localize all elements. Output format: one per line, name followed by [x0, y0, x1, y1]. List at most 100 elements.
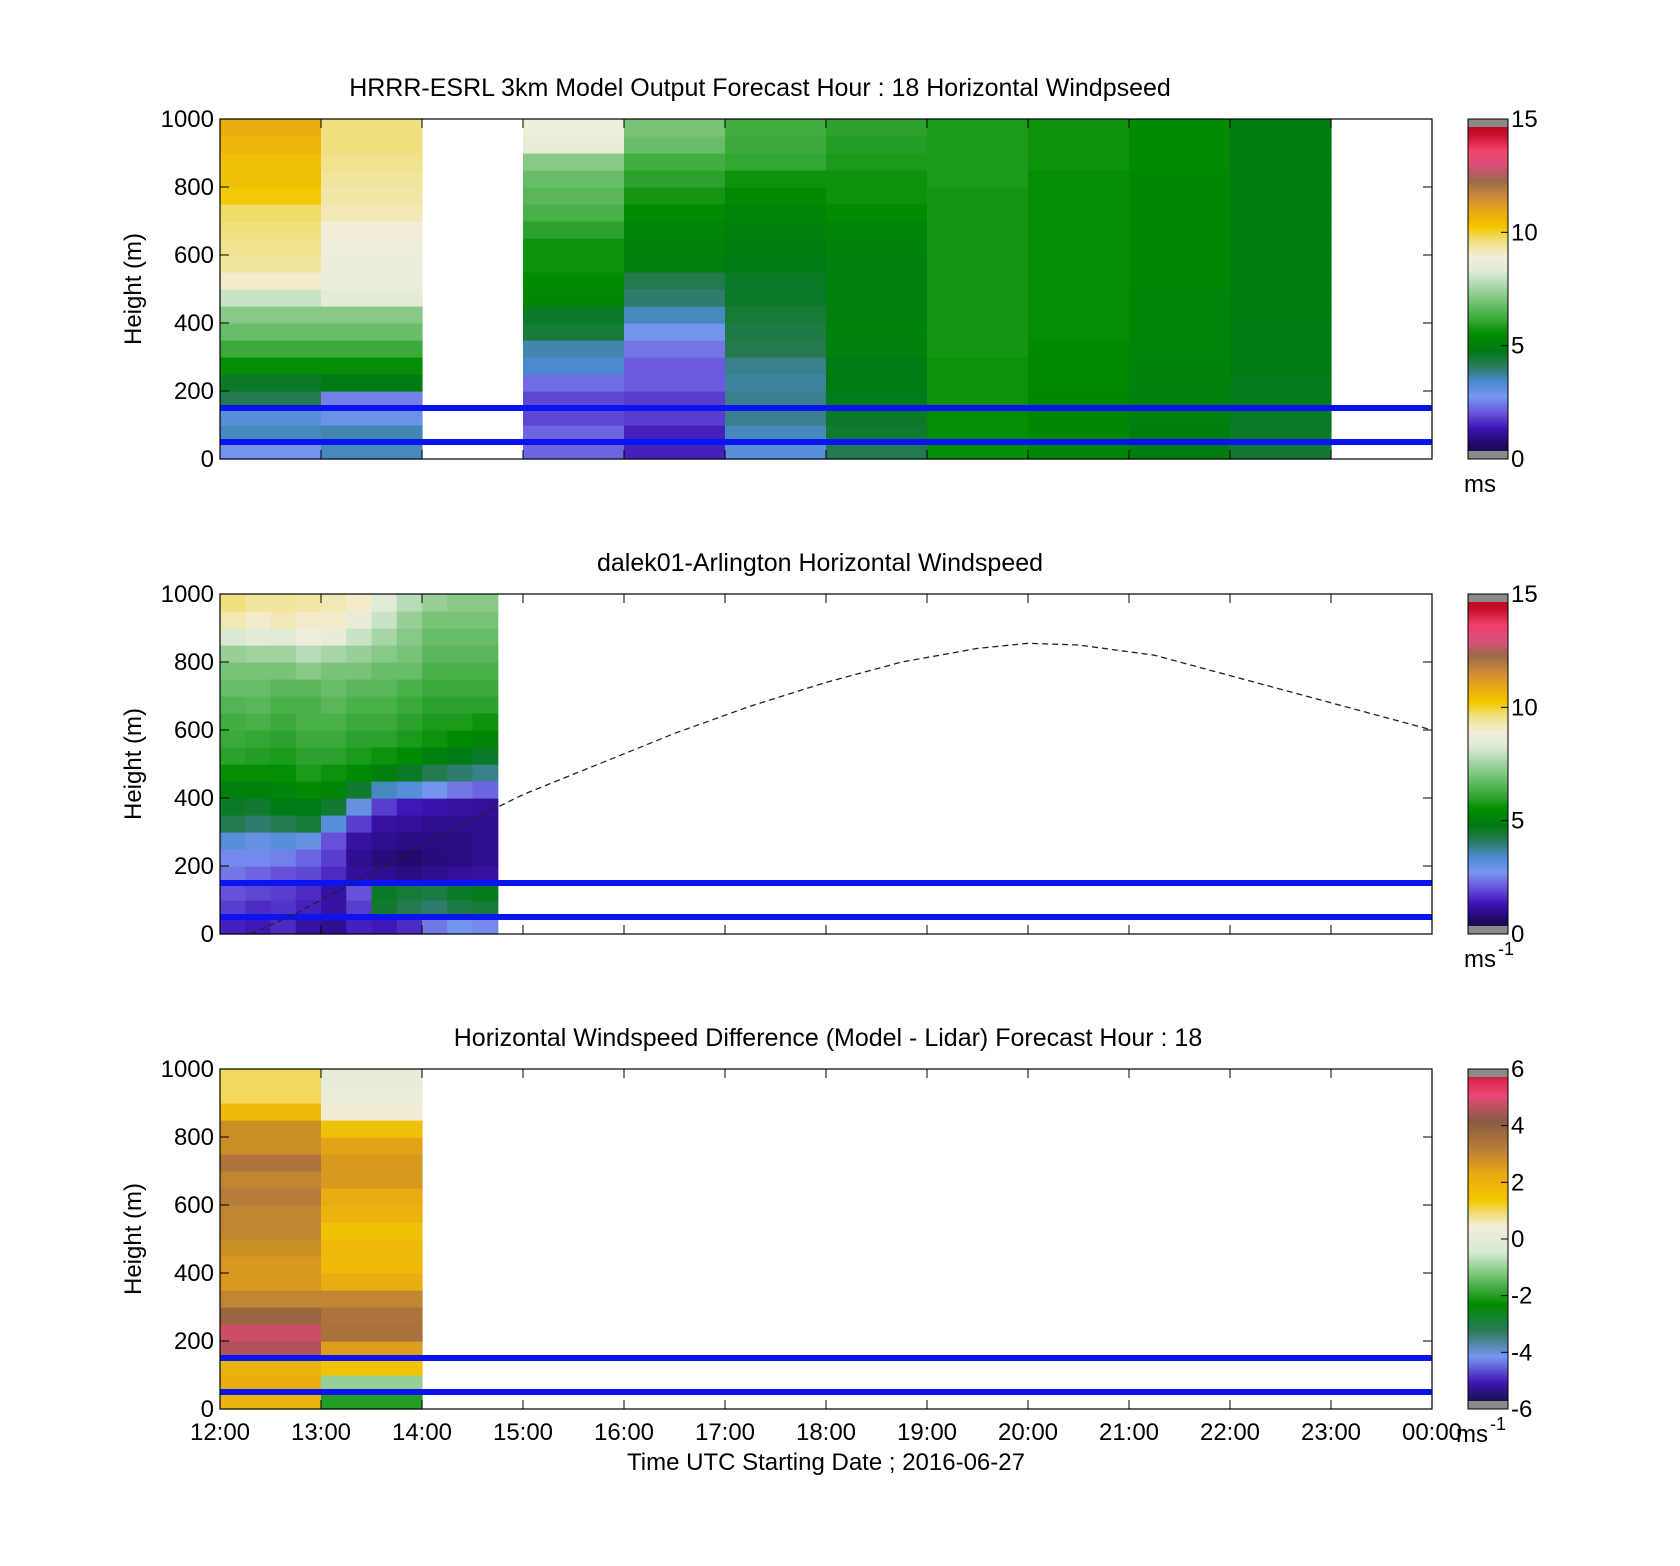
heatmap-cell [396, 645, 423, 663]
heatmap-cell [523, 340, 625, 358]
heatmap-cell [220, 425, 322, 443]
heatmap-cell [472, 764, 499, 782]
heatmap-cell [447, 849, 474, 867]
heatmap-cell [396, 662, 423, 680]
heatmap-cell [396, 594, 423, 612]
heatmap-cell [624, 153, 726, 171]
heatmap-cell [270, 611, 297, 629]
heatmap-cell [927, 357, 1029, 375]
heatmap-cell [927, 272, 1029, 290]
y-tick-label: 600 [174, 1192, 214, 1219]
heatmap-cell [220, 662, 246, 680]
heatmap-cell [245, 662, 272, 680]
heatmap-cell [321, 1358, 423, 1376]
heatmap-cell [927, 374, 1029, 392]
heatmap-cells [220, 119, 1332, 460]
heatmap-cell [523, 272, 625, 290]
heatmap-cell [523, 374, 625, 392]
heatmap-cell [220, 900, 246, 918]
heatmap-cell [321, 645, 347, 663]
heatmap-cell [396, 696, 423, 714]
colorbar: -6 -4 -2 0 2 4 6 ms -1 [1456, 1056, 1532, 1448]
heatmap-cell [1028, 391, 1130, 409]
heatmap-cell [321, 1120, 423, 1138]
heatmap-cell [270, 662, 297, 680]
heatmap-cell [321, 340, 423, 358]
heatmap-cell [472, 747, 499, 765]
heatmap-cell [346, 781, 373, 799]
colorbar-tick-label: 5 [1511, 808, 1524, 835]
x-tick-label: 16:00 [594, 1419, 654, 1446]
heatmap-cell [472, 798, 499, 816]
heatmap-cell [523, 408, 625, 426]
heatmap-cell [245, 815, 272, 833]
heatmap-cell [245, 628, 272, 646]
heatmap-cell [295, 917, 322, 935]
x-tick-label: 22:00 [1200, 1419, 1260, 1446]
x-axis-label: Time UTC Starting Date ; 2016-06-27 [627, 1449, 1025, 1476]
heatmap-cell [220, 204, 322, 222]
heatmap-cell [220, 1324, 322, 1342]
heatmap-cell [321, 408, 423, 426]
heatmap-cell [321, 1171, 423, 1189]
heatmap-cell [321, 272, 423, 290]
x-tick-label: 23:00 [1301, 1419, 1361, 1446]
heatmap-cell [1230, 170, 1332, 188]
heatmap-cell [725, 323, 827, 341]
heatmap-cell [396, 781, 423, 799]
heatmap-cell [321, 1103, 423, 1121]
heatmap-cell [1028, 425, 1130, 443]
heatmap-cell [321, 221, 423, 239]
y-tick-label: 0 [201, 921, 214, 948]
heatmap-cell [220, 730, 246, 748]
heatmap-cell [346, 662, 373, 680]
heatmap-cell [624, 425, 726, 443]
colorbar-tick-label: 5 [1511, 333, 1524, 360]
heatmap-cell [396, 628, 423, 646]
heatmap-cell [371, 628, 398, 646]
heatmap-cell [245, 917, 272, 935]
heatmap-cell [321, 1256, 423, 1274]
heatmap-cell [523, 153, 625, 171]
heatmap-cell [624, 442, 726, 460]
heatmap-cell [472, 594, 499, 612]
heatmap-cell [220, 408, 322, 426]
heatmap-cell [321, 204, 423, 222]
heatmap-cell [472, 696, 499, 714]
heatmap-cell [295, 764, 322, 782]
heatmap-cell [927, 289, 1029, 307]
heatmap-cell [1129, 374, 1231, 392]
heatmap-cell [826, 204, 928, 222]
heatmap-cell [624, 238, 726, 256]
heatmap-cell [270, 866, 297, 884]
heatmap-cell [346, 883, 373, 901]
heatmap-cell [1129, 391, 1231, 409]
reference-lines [220, 1355, 1432, 1395]
heatmap-cell [220, 764, 246, 782]
heatmap-cell [396, 832, 423, 850]
heatmap-cell [220, 679, 246, 697]
heatmap-cell [245, 866, 272, 884]
heatmap-cell [220, 442, 322, 460]
colorbar-unit-exponent: -1 [1498, 939, 1514, 959]
heatmap-cell [396, 917, 423, 935]
heatmap-cell [220, 255, 322, 273]
heatmap-cell [1230, 221, 1332, 239]
heatmap-cell [927, 442, 1029, 460]
heatmap-cell [725, 238, 827, 256]
heatmap-cell [220, 1375, 322, 1393]
heatmap-cell [927, 170, 1029, 188]
colorbar-frame [1467, 118, 1509, 460]
heatmap-cell [826, 255, 928, 273]
heatmap-cell [725, 289, 827, 307]
heatmap-cell [321, 832, 347, 850]
heatmap-cell [321, 289, 423, 307]
heatmap-cell [371, 747, 398, 765]
heatmap-cell [220, 1290, 322, 1308]
heatmap-cell [220, 917, 246, 935]
heatmap-cell [220, 221, 322, 239]
heatmap-cell [523, 255, 625, 273]
heatmap-cell [220, 798, 246, 816]
heatmap-cell [472, 781, 499, 799]
heatmap-cell [295, 849, 322, 867]
